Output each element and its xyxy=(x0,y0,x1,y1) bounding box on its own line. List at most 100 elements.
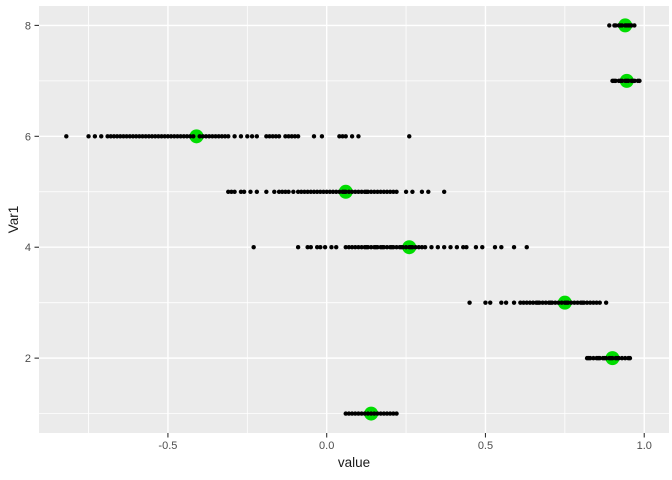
data-point xyxy=(622,355,628,361)
data-point xyxy=(391,189,396,194)
data-point xyxy=(283,134,288,139)
data-point xyxy=(488,300,493,305)
data-point xyxy=(149,134,155,139)
data-point xyxy=(283,189,288,194)
data-point xyxy=(292,134,298,139)
data-point xyxy=(553,300,558,305)
data-point xyxy=(222,134,228,139)
data-point xyxy=(441,189,447,194)
x-tick-label: 0.5 xyxy=(478,440,493,452)
data-point xyxy=(429,245,434,250)
data-point xyxy=(143,134,148,139)
data-point xyxy=(503,300,509,305)
data-point xyxy=(375,411,380,416)
data-point xyxy=(276,189,282,194)
data-point xyxy=(359,189,364,194)
data-point xyxy=(330,189,336,194)
data-point xyxy=(626,78,631,84)
data-point xyxy=(308,245,314,250)
data-point xyxy=(619,23,625,28)
data-point xyxy=(419,245,425,250)
data-point xyxy=(356,189,361,194)
data-point xyxy=(356,134,361,139)
data-point xyxy=(295,189,301,194)
data-point xyxy=(632,78,637,84)
data-point xyxy=(616,355,622,361)
mean-point xyxy=(189,129,204,144)
data-point xyxy=(565,300,571,305)
data-point xyxy=(156,134,161,139)
data-point xyxy=(305,245,310,250)
data-point xyxy=(318,245,323,250)
data-point xyxy=(527,300,533,305)
data-point xyxy=(637,78,642,84)
data-point xyxy=(337,189,342,194)
data-point xyxy=(191,134,196,139)
data-point xyxy=(159,134,164,139)
data-point xyxy=(286,134,291,139)
data-point xyxy=(511,300,517,305)
data-point xyxy=(359,245,364,250)
data-point xyxy=(349,411,355,416)
data-point xyxy=(381,411,387,416)
data-point xyxy=(264,189,269,194)
data-point xyxy=(483,300,488,305)
data-point xyxy=(178,134,183,139)
data-point xyxy=(416,245,421,250)
data-point xyxy=(210,134,215,139)
data-point xyxy=(613,78,618,84)
data-point xyxy=(346,411,352,416)
data-point xyxy=(391,411,396,416)
data-point xyxy=(464,245,469,250)
data-point xyxy=(435,245,441,250)
data-point xyxy=(413,245,418,250)
data-point xyxy=(249,134,255,139)
data-point xyxy=(597,300,602,305)
y-tick-label: 2 xyxy=(25,353,31,365)
data-point xyxy=(99,134,104,139)
data-point xyxy=(353,411,358,416)
data-point xyxy=(133,134,139,139)
data-point xyxy=(581,300,587,305)
data-point xyxy=(343,134,348,139)
data-point xyxy=(537,300,542,305)
x-tick-label: 1.0 xyxy=(637,440,652,452)
data-point xyxy=(441,245,447,250)
data-point xyxy=(365,245,371,250)
data-point xyxy=(400,245,406,250)
data-point xyxy=(295,245,301,250)
data-point xyxy=(549,300,555,305)
data-point xyxy=(597,355,602,361)
data-point xyxy=(130,134,136,139)
data-point xyxy=(394,189,399,194)
data-point xyxy=(511,245,517,250)
data-point xyxy=(407,134,412,139)
data-point xyxy=(334,245,339,250)
data-point xyxy=(299,189,304,194)
data-point xyxy=(619,355,625,361)
data-point xyxy=(362,411,367,416)
data-point xyxy=(168,134,174,139)
data-point xyxy=(591,355,596,361)
data-point xyxy=(627,355,633,361)
data-point xyxy=(394,245,399,250)
data-point xyxy=(378,189,383,194)
data-point xyxy=(245,134,250,139)
data-point xyxy=(410,245,415,250)
data-point xyxy=(524,245,529,250)
data-point xyxy=(403,189,409,194)
data-point xyxy=(165,134,171,139)
data-point xyxy=(200,134,206,139)
data-point xyxy=(349,245,355,250)
data-point xyxy=(111,134,117,139)
data-point xyxy=(318,189,323,194)
data-point xyxy=(375,189,380,194)
data-point xyxy=(353,245,358,250)
x-tick-label: 0.0 xyxy=(319,440,334,452)
data-point xyxy=(153,134,158,139)
data-point xyxy=(314,245,320,250)
data-point xyxy=(473,245,479,250)
data-point xyxy=(305,189,310,194)
x-axis-title: value xyxy=(338,455,370,470)
data-point xyxy=(272,189,277,194)
